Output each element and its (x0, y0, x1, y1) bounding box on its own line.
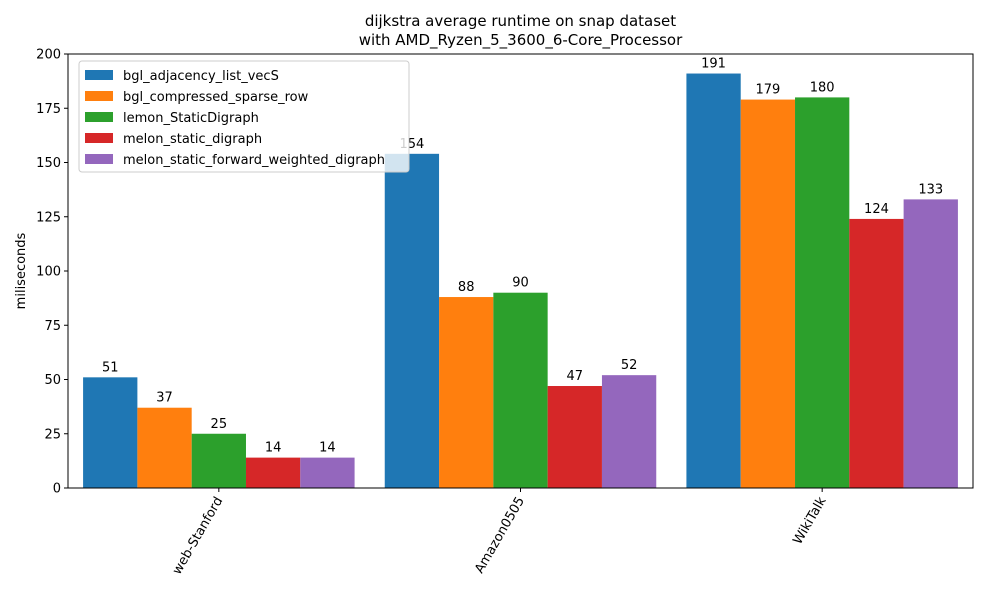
bar-bgl_compressed_sparse_row-WikiTalk (740, 99, 796, 488)
chart-title-line-1: dijkstra average runtime on snap dataset (364, 12, 677, 30)
x-tick-label-web-Stanford: web-Stanford (170, 495, 227, 578)
legend-swatch-bgl_compressed_sparse_row (85, 91, 113, 101)
y-tick-label: 150 (36, 156, 61, 171)
y-tick-label: 0 (53, 482, 61, 497)
bar-melon_static_digraph-web-Stanford (245, 457, 301, 488)
bar-value-label: 180 (810, 80, 835, 95)
bar-value-label: 47 (567, 369, 584, 384)
legend-label-bgl_compressed_sparse_row: bgl_compressed_sparse_row (123, 90, 309, 105)
legend-swatch-bgl_adjacency_list_vecS (85, 70, 113, 80)
bar-value-label: 124 (864, 202, 889, 217)
bar-lemon_StaticDigraph-web-Stanford (191, 433, 246, 488)
bar-value-label: 14 (319, 441, 336, 456)
legend-swatch-lemon_StaticDigraph (85, 112, 113, 122)
x-tick-label-WikiTalk: WikiTalk (791, 494, 830, 547)
bar-lemon_StaticDigraph-Amazon0505 (493, 292, 548, 488)
legend-label-melon_static_digraph: melon_static_digraph (123, 132, 262, 147)
bar-value-label: 25 (211, 417, 228, 432)
y-axis-label: miliseconds (14, 232, 29, 309)
y-tick-label: 200 (36, 48, 61, 63)
bar-value-label: 88 (458, 280, 475, 295)
bar-value-label: 191 (701, 57, 726, 72)
bar-value-label: 14 (265, 441, 282, 456)
bar-bgl_adjacency_list_vecS-web-Stanford (83, 377, 138, 488)
y-tick-label: 175 (36, 102, 61, 117)
y-tick-label: 75 (44, 319, 61, 334)
legend-swatch-melon_static_forward_weighted_digraph (85, 154, 113, 164)
legend-box (78, 60, 410, 173)
bar-value-label: 90 (512, 276, 529, 291)
bar-value-label: 51 (102, 360, 119, 375)
y-tick-label: 125 (36, 210, 61, 225)
bar-value-label: 37 (156, 391, 173, 406)
legend-label-lemon_StaticDigraph: lemon_StaticDigraph (123, 111, 259, 126)
chart-title-line-2: with AMD_Ryzen_5_3600_6-Core_Processor (358, 31, 683, 49)
legend-label-melon_static_forward_weighted_digraph: melon_static_forward_weighted_digraph (123, 153, 385, 168)
x-tick-label-Amazon0505: Amazon0505 (472, 495, 528, 577)
bar-melon_static_digraph-Amazon0505 (547, 386, 602, 488)
bar-bgl_adjacency_list_vecS-WikiTalk (686, 73, 741, 488)
bar-value-label: 52 (621, 358, 638, 373)
bar-bgl_compressed_sparse_row-Amazon0505 (439, 297, 494, 488)
bar-value-label: 133 (918, 182, 943, 197)
bar-bgl_adjacency_list_vecS-Amazon0505 (384, 153, 440, 488)
y-tick-label: 100 (36, 265, 61, 280)
bar-bgl_compressed_sparse_row-web-Stanford (137, 407, 192, 488)
bar-melon_static_forward_weighted_digraph-web-Stanford (300, 457, 355, 488)
bar-value-label: 179 (755, 83, 780, 98)
legend-swatch-melon_static_digraph (85, 133, 113, 143)
bar-melon_static_forward_weighted_digraph-WikiTalk (903, 199, 958, 488)
y-tick-label: 50 (44, 373, 61, 388)
y-tick-label: 25 (44, 427, 61, 442)
bar-melon_static_forward_weighted_digraph-Amazon0505 (601, 375, 657, 488)
legend-label-bgl_adjacency_list_vecS: bgl_adjacency_list_vecS (123, 69, 279, 84)
bar-lemon_StaticDigraph-WikiTalk (795, 97, 850, 489)
bar-melon_static_digraph-WikiTalk (849, 218, 904, 489)
